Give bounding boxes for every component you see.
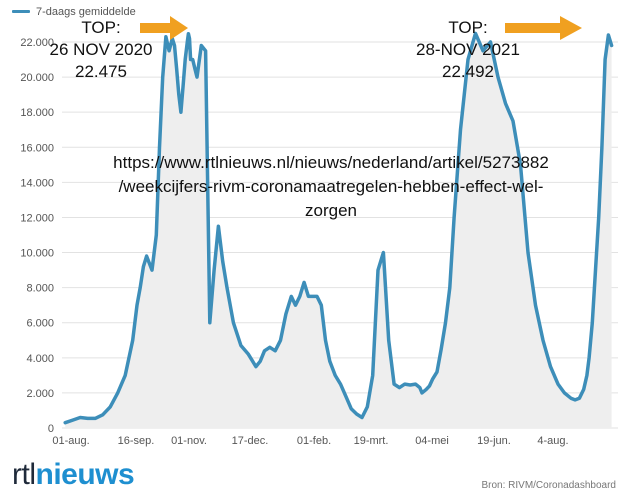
arrow-2 (505, 16, 582, 40)
y-tick-label: 8.000 (26, 283, 54, 295)
series-area-fill (65, 33, 612, 429)
arrow-2-icon (505, 16, 582, 40)
arrow-1 (140, 16, 188, 40)
logo-nieuws-text: nieuws (35, 458, 135, 491)
url-line-3: zorgen (305, 201, 357, 220)
x-tick-label: 01-nov. (171, 435, 207, 447)
annotation-2: TOP: 28-NOV 2021 22.492 (416, 18, 520, 81)
series-line (63, 31, 614, 425)
x-tick-label: 19-jun. (477, 435, 511, 447)
y-tick-label: 6.000 (26, 318, 54, 330)
annotation-1-line-3: 22.475 (75, 62, 127, 81)
y-tick-label: 0 (48, 423, 54, 435)
x-tick-label: 19-mrt. (354, 435, 389, 447)
x-axis-ticks: 01-aug. 16-sep. 01-nov. 17-dec. 01-feb. 19-mr… (52, 435, 568, 447)
legend-label: 7-daags gemiddelde (36, 6, 136, 18)
x-tick-label: 01-feb. (297, 435, 331, 447)
x-tick-label: 01-aug. (52, 435, 89, 447)
annotation-2-line-1: TOP: (448, 18, 487, 37)
url-text-block: https://www.rtlnieuws.nl/nieuws/nederlan… (113, 153, 549, 220)
annotation-2-line-2: 28-NOV 2021 (416, 40, 520, 59)
annotation-1-line-1: TOP: (81, 18, 120, 37)
y-tick-label: 16.000 (20, 142, 54, 154)
y-tick-label: 22.000 (20, 37, 54, 49)
y-tick-label: 12.000 (20, 212, 54, 224)
x-tick-label: 17-dec. (232, 435, 269, 447)
y-tick-label: 20.000 (20, 72, 54, 84)
source-credit: Bron: RIVM/Coronadashboard (481, 480, 616, 491)
arrow-1-icon (140, 16, 188, 40)
y-tick-label: 2.000 (26, 388, 54, 400)
x-tick-label: 04-mei (415, 435, 449, 447)
y-tick-label: 10.000 (20, 248, 54, 260)
legend-swatch (12, 10, 30, 13)
annotation-1-line-2: 26 NOV 2020 (49, 40, 152, 59)
logo-rtl-text: rtl (12, 458, 36, 491)
annotation-1: TOP: 26 NOV 2020 22.475 (49, 18, 152, 81)
y-tick-label: 4.000 (26, 353, 54, 365)
x-tick-label: 4-aug. (537, 435, 568, 447)
annotation-2-line-3: 22.492 (442, 62, 494, 81)
y-axis-ticks: 0 2.000 4.000 6.000 8.000 10.000 12.000 14.000 1… (20, 37, 54, 435)
url-line-2: /weekcijfers-rivm-coronamaatregelen-hebb… (119, 177, 544, 196)
legend: 7-daags gemiddelde (12, 6, 136, 18)
rtl-nieuws-logo: rtlnieuws (12, 458, 135, 492)
x-tick-label: 16-sep. (118, 435, 155, 447)
y-tick-label: 18.000 (20, 107, 54, 119)
y-tick-label: 14.000 (20, 177, 54, 189)
url-line-1: https://www.rtlnieuws.nl/nieuws/nederlan… (113, 153, 549, 172)
